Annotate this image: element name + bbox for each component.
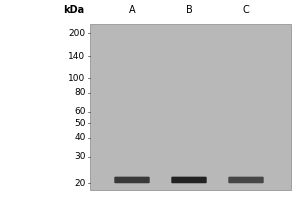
Text: 80: 80 [74, 88, 85, 97]
Text: 100: 100 [68, 74, 86, 83]
Text: 30: 30 [74, 152, 85, 161]
Text: A: A [129, 5, 135, 15]
Text: 140: 140 [68, 52, 86, 61]
Bar [90, 24, 291, 190]
Text: 60: 60 [74, 107, 85, 116]
Text: B: B [186, 5, 192, 15]
Text: 50: 50 [74, 119, 85, 128]
Text: 200: 200 [68, 29, 86, 38]
Text: 40: 40 [74, 133, 85, 142]
FancyBboxPatch shape [114, 177, 150, 183]
Text: kDa: kDa [63, 5, 84, 15]
FancyBboxPatch shape [171, 177, 207, 183]
Text: C: C [243, 5, 249, 15]
FancyBboxPatch shape [228, 177, 264, 183]
Text: 20: 20 [74, 179, 85, 188]
